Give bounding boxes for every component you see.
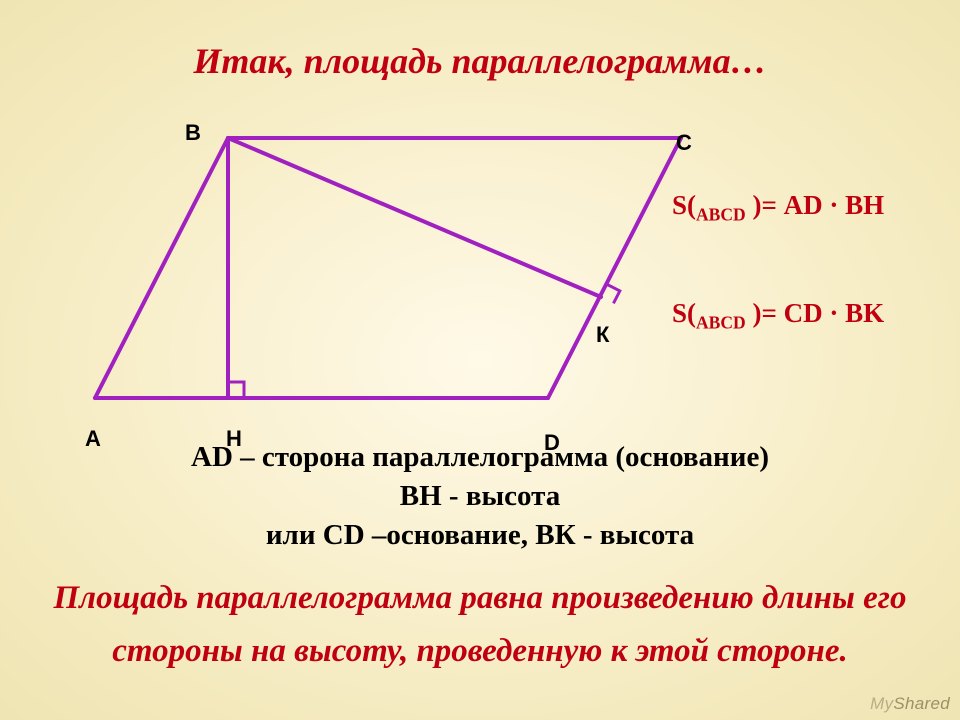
vertex-label-B: В bbox=[185, 120, 201, 146]
explain-line2: ВН - высота bbox=[400, 480, 560, 512]
parallelogram-diagram bbox=[0, 0, 960, 480]
vertex-label-K: К bbox=[596, 322, 609, 348]
conclusion-line2: стороны на высоту, проведенную к этой ст… bbox=[112, 633, 848, 669]
explain-line3: или СD –основание, ВК - высота bbox=[266, 519, 694, 551]
watermark-my: My bbox=[870, 694, 893, 713]
watermark: MyShared bbox=[870, 694, 950, 714]
formula-1: S(ABCD )= АD · ВН bbox=[672, 190, 884, 225]
explanation-text: АD – сторона параллелограмма (основание)… bbox=[0, 438, 960, 555]
explain-line1: АD – сторона параллелограмма (основание) bbox=[191, 441, 769, 473]
vertex-label-C: С bbox=[676, 130, 692, 156]
conclusion-line1: Площадь параллелограмма равна произведен… bbox=[54, 580, 907, 616]
conclusion-text: Площадь параллелограмма равна произведен… bbox=[0, 572, 960, 678]
formula-2: S(ABCD )= СD · ВK bbox=[672, 298, 884, 333]
watermark-shared: Shared bbox=[893, 694, 950, 713]
